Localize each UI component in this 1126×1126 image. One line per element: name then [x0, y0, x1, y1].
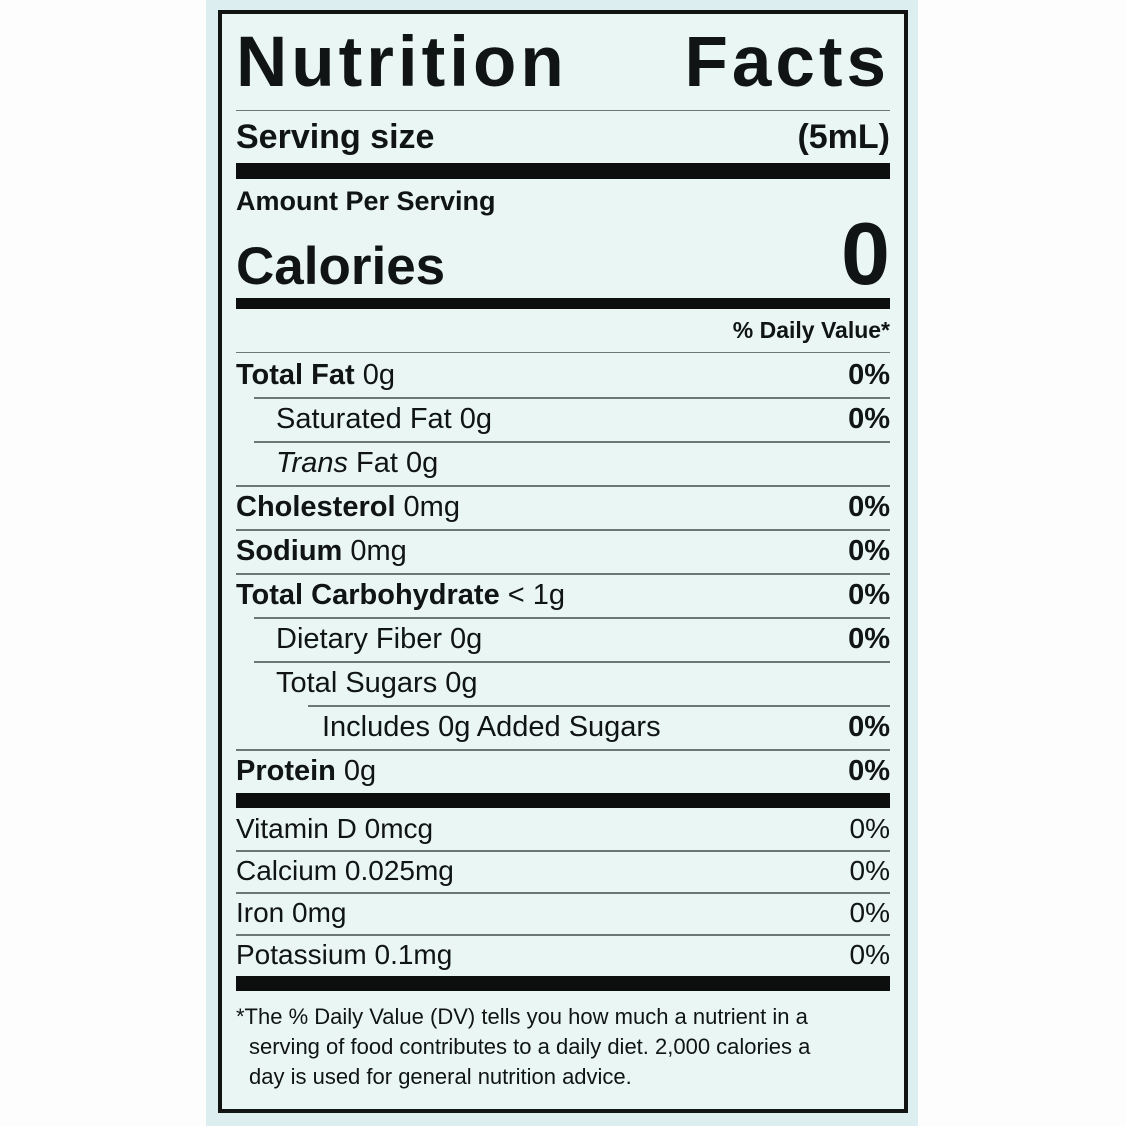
- nutrient-row-sodium: Sodium 0mg 0%: [236, 529, 890, 573]
- calories-value: 0: [841, 204, 890, 303]
- nutrient-row-total-fat: Total Fat 0g 0%: [236, 353, 890, 397]
- daily-value-header: % Daily Value*: [236, 309, 890, 353]
- nutrient-amount: 0g: [450, 622, 483, 655]
- nutrient-name: Total Sugars: [276, 666, 438, 699]
- micronutrient-dv: 0%: [849, 939, 890, 970]
- nutrient-row-total-carbohydrate: Total Carbohydrate < 1g 0%: [236, 573, 890, 617]
- nutrient-amount: 0g: [445, 666, 478, 699]
- nutrient-name: Cholesterol: [236, 490, 396, 523]
- nutrient-row-trans-fat: Trans Fat 0g: [236, 441, 890, 485]
- micronutrient-row-potassium: Potassium 0.1mg 0%: [236, 934, 890, 976]
- nutrient-dv: 0%: [848, 402, 890, 435]
- nutrient-dv: 0%: [848, 754, 890, 787]
- thick-separator-bar: [236, 976, 890, 991]
- nutrient-dv: 0%: [848, 710, 890, 743]
- micronutrient-name: Iron 0mg: [236, 897, 347, 928]
- nutrient-amount: 0g: [362, 358, 395, 391]
- micronutrient-dv: 0%: [849, 897, 890, 928]
- nutrient-amount: 0g: [459, 402, 492, 435]
- nutrient-dv: 0%: [848, 490, 890, 523]
- micronutrient-row-iron: Iron 0mg 0%: [236, 892, 890, 934]
- nutrient-name: Total Fat: [236, 358, 355, 391]
- micronutrient-dv: 0%: [849, 813, 890, 844]
- thick-separator-bar: [236, 163, 890, 179]
- nutrient-name: Sodium: [236, 534, 343, 567]
- nutrient-name: Protein: [236, 754, 336, 787]
- daily-value-footnote: *The % Daily Value (DV) tells you how mu…: [236, 991, 890, 1092]
- micronutrient-name: Vitamin D 0mcg: [236, 813, 434, 844]
- nutrient-dv: 0%: [848, 358, 890, 391]
- nutrient-dv: 0%: [848, 534, 890, 567]
- amount-per-serving-label: Amount Per Serving: [236, 186, 496, 216]
- medium-separator-bar: [236, 298, 890, 309]
- nutrient-amount: 0mg: [403, 490, 460, 523]
- title-word-facts: Facts: [684, 22, 890, 102]
- footnote-line: day is used for general nutrition advice…: [249, 1064, 632, 1089]
- nutrient-amount: 0g: [343, 754, 377, 787]
- nutrient-name: Includes 0g Added Sugars: [322, 710, 661, 743]
- serving-size-value: (5mL): [797, 117, 890, 156]
- calories-section: Amount Per Serving Calories 0: [236, 179, 890, 298]
- calories-row: Calories 0: [236, 204, 890, 305]
- nutrient-dv: 0%: [848, 578, 890, 611]
- nutrient-row-dietary-fiber: Dietary Fiber 0g 0%: [236, 617, 890, 661]
- footnote-line: *The % Daily Value (DV) tells you how mu…: [236, 1004, 808, 1029]
- title-word-nutrition: Nutrition: [236, 22, 568, 102]
- label-title: Nutrition Facts: [236, 14, 890, 111]
- micronutrient-row-calcium: Calcium 0.025mg 0%: [236, 850, 890, 892]
- serving-size-label: Serving size: [236, 117, 435, 156]
- nutrient-amount: Fat 0g: [355, 446, 439, 479]
- nutrient-amount: < 1g: [507, 578, 565, 611]
- nutrient-name: Dietary Fiber: [276, 622, 442, 655]
- nutrient-row-cholesterol: Cholesterol 0mg 0%: [236, 485, 890, 529]
- nutrient-row-protein: Protein 0g 0%: [236, 749, 890, 793]
- calories-label: Calories: [236, 237, 446, 296]
- label-sticker-background: Nutrition Facts Serving size (5mL) Amoun…: [206, 0, 918, 1126]
- micronutrient-row-vitamin-d: Vitamin D 0mcg 0%: [236, 808, 890, 850]
- footnote-line: serving of food contributes to a daily d…: [249, 1034, 811, 1059]
- serving-size-row: Serving size (5mL): [236, 111, 890, 163]
- nutrient-dv: 0%: [848, 622, 890, 655]
- nutrient-row-total-sugars: Total Sugars 0g: [236, 661, 890, 705]
- micronutrient-name: Potassium 0.1mg: [236, 939, 453, 970]
- nutrient-name: Trans: [276, 446, 348, 479]
- thick-separator-bar: [236, 793, 890, 808]
- nutrient-row-saturated-fat: Saturated Fat 0g 0%: [236, 397, 890, 441]
- nutrient-name: Total Carbohydrate: [236, 578, 500, 611]
- nutrition-facts-label: Nutrition Facts Serving size (5mL) Amoun…: [218, 10, 908, 1113]
- nutrient-amount: 0mg: [350, 534, 407, 567]
- micronutrient-dv: 0%: [849, 855, 890, 886]
- nutrient-name: Saturated Fat: [276, 402, 452, 435]
- nutrient-row-added-sugars: Includes 0g Added Sugars 0%: [236, 705, 890, 749]
- micronutrient-name: Calcium 0.025mg: [236, 855, 454, 886]
